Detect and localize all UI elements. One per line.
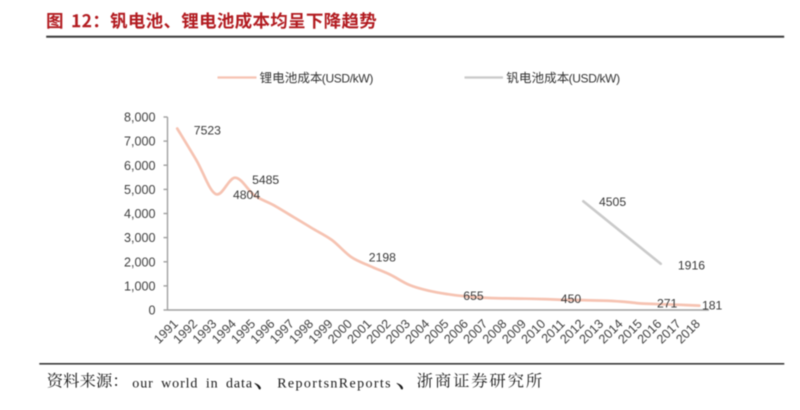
svg-text:655: 655 [463, 289, 484, 303]
svg-text:2,000: 2,000 [124, 255, 156, 269]
svg-text:7,000: 7,000 [124, 135, 156, 149]
svg-text:1,000: 1,000 [124, 280, 156, 294]
svg-text:7523: 7523 [194, 124, 221, 138]
svg-text:8,000: 8,000 [124, 111, 156, 125]
svg-text:6,000: 6,000 [124, 159, 156, 173]
svg-text:our world in data: our world in data [132, 376, 253, 391]
svg-text:4804: 4804 [233, 188, 260, 202]
svg-text:2198: 2198 [369, 251, 396, 265]
svg-text:ReportsnReports: ReportsnReports [277, 376, 392, 391]
svg-text:0: 0 [148, 304, 155, 318]
svg-text:271: 271 [657, 296, 678, 310]
svg-text:3,000: 3,000 [124, 231, 156, 245]
svg-text:450: 450 [561, 292, 582, 306]
svg-text:181: 181 [702, 299, 723, 313]
svg-text:5,000: 5,000 [124, 183, 156, 197]
svg-text:5485: 5485 [252, 173, 279, 187]
svg-text:4505: 4505 [599, 195, 626, 209]
svg-text:(USD/kW): (USD/kW) [569, 71, 621, 85]
svg-text:1916: 1916 [678, 259, 705, 273]
svg-text:(USD/kW): (USD/kW) [322, 71, 374, 85]
svg-text:4,000: 4,000 [124, 207, 156, 221]
